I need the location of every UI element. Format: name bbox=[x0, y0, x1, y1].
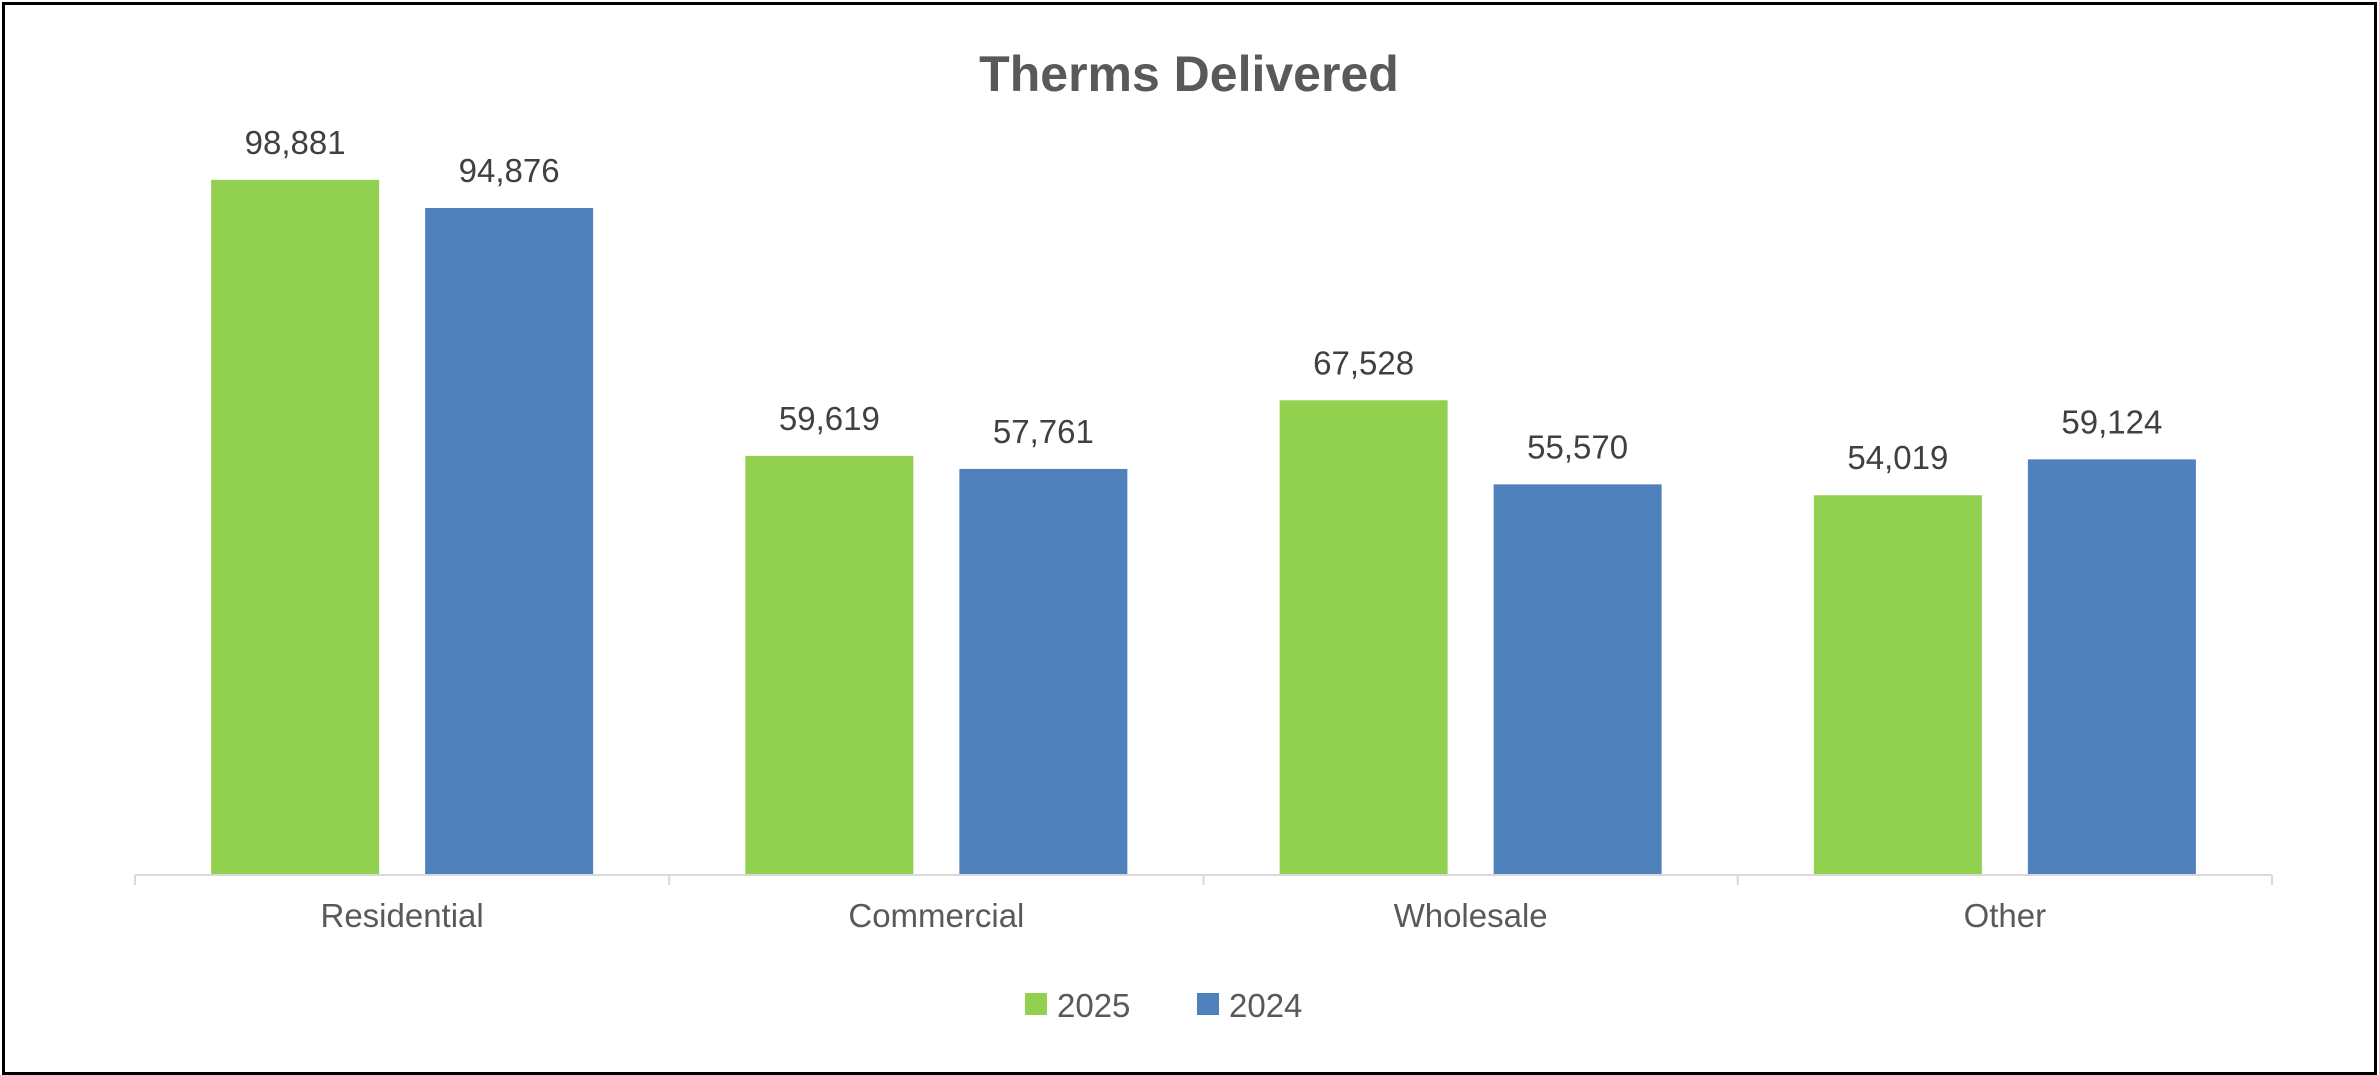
bar-other-2025 bbox=[1813, 495, 1982, 875]
data-label-wholesale-2025: 67,528 bbox=[1313, 344, 1414, 381]
category-label-residential: Residential bbox=[320, 897, 483, 934]
bar-other-2024 bbox=[2027, 459, 2196, 875]
legend-label-2025: 2025 bbox=[1057, 987, 1130, 1024]
category-label-commercial: Commercial bbox=[848, 897, 1024, 934]
data-label-commercial-2024: 57,761 bbox=[993, 413, 1094, 450]
legend-label-2024: 2024 bbox=[1229, 987, 1302, 1024]
bar-commercial-2025 bbox=[745, 455, 914, 875]
data-labels-layer: 98,881 94,876 59,619 57,761 67,528 55,570 54,0… bbox=[245, 124, 2163, 476]
bar-residential-2024 bbox=[425, 208, 594, 875]
data-label-residential-2024: 94,876 bbox=[459, 152, 560, 189]
category-label-wholesale: Wholesale bbox=[1394, 897, 1548, 934]
data-label-residential-2025: 98,881 bbox=[245, 124, 346, 161]
data-label-commercial-2025: 59,619 bbox=[779, 400, 880, 437]
bar-chart: Therms Delivered 98,881 94,876 59,619 57,76… bbox=[134, 46, 2273, 1024]
bar-commercial-2024 bbox=[959, 468, 1128, 875]
data-label-wholesale-2024: 55,570 bbox=[1527, 428, 1628, 465]
data-label-other-2025: 54,019 bbox=[1847, 439, 1948, 476]
chart-title: Therms Delivered bbox=[979, 46, 1399, 102]
bar-wholesale-2025 bbox=[1279, 400, 1448, 875]
legend: 2025 2024 bbox=[1025, 987, 1302, 1024]
bar-wholesale-2024 bbox=[1493, 484, 1662, 875]
legend-swatch-2024 bbox=[1197, 993, 1219, 1015]
category-label-other: Other bbox=[1964, 897, 2047, 934]
x-axis: Residential Commercial Wholesale Other bbox=[134, 874, 2273, 934]
bar-residential-2025 bbox=[211, 179, 380, 875]
bars-layer bbox=[211, 179, 2196, 875]
data-label-other-2024: 59,124 bbox=[2061, 403, 2162, 440]
legend-swatch-2025 bbox=[1025, 993, 1047, 1015]
